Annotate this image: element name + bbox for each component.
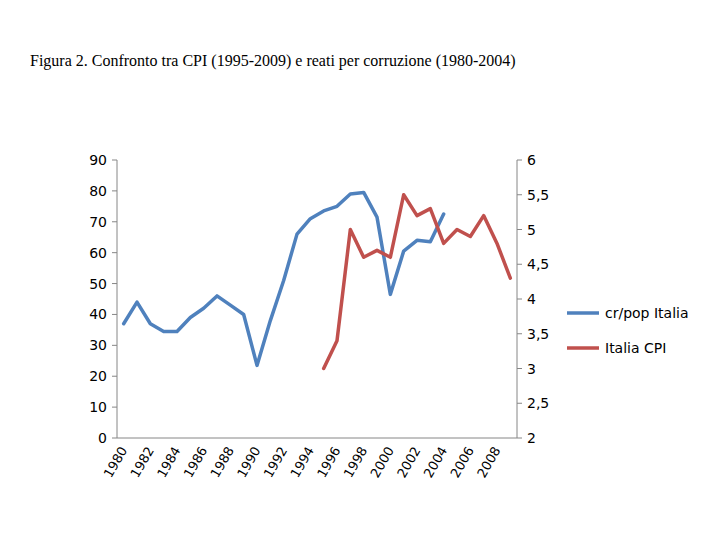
y-tick-label: 0 (98, 430, 107, 446)
y2-tick (517, 438, 522, 439)
y-axis (117, 160, 118, 438)
y2-tick-label: 3,5 (527, 326, 549, 342)
y2-tick-label: 4 (527, 291, 536, 307)
y2-tick-label: 3 (527, 361, 536, 377)
y-tick-label: 40 (89, 306, 107, 322)
y-tick-label: 70 (89, 214, 107, 230)
x-tick-label: 2006 (447, 444, 477, 480)
legend-swatch (567, 311, 599, 315)
y2-tick (517, 299, 522, 300)
x-tick-label: 1984 (154, 444, 184, 480)
x-tick-label: 1982 (127, 444, 157, 480)
y-tick (112, 314, 117, 315)
y2-tick (517, 368, 522, 369)
y-tick-label: 90 (89, 152, 107, 168)
y2-tick (517, 333, 522, 334)
x-tick-label: 1988 (207, 444, 237, 480)
y-tick-label: 80 (89, 183, 107, 199)
y-tick (112, 283, 117, 284)
y-tick-label: 30 (89, 337, 107, 353)
y2-tick (517, 229, 522, 230)
y2-tick-label: 2,5 (527, 395, 549, 411)
legend-swatch (567, 346, 599, 350)
x-tick-label: 1994 (287, 444, 317, 480)
series-line (324, 195, 511, 369)
y2-tick (517, 403, 522, 404)
x-tick-label: 1992 (261, 444, 291, 480)
x-tick-label: 1986 (181, 444, 211, 480)
y-tick-label: 60 (89, 245, 107, 261)
y2-tick-label: 6 (527, 152, 536, 168)
chart: Figura 2. Confronto tra CPI (1995-2009) … (0, 0, 720, 540)
y-tick (112, 190, 117, 191)
x-axis (117, 438, 517, 439)
y2-tick (517, 264, 522, 265)
x-tick-label: 1998 (341, 444, 371, 480)
series-line (124, 192, 444, 365)
y2-tick (517, 160, 522, 161)
y-tick (112, 438, 117, 439)
y-tick (112, 252, 117, 253)
series-group (124, 192, 511, 368)
x-tick-label: 1980 (101, 444, 131, 480)
x-tick-label: 2008 (474, 444, 504, 480)
x-tick-label: 2004 (421, 444, 451, 480)
y2-tick-label: 5,5 (527, 187, 549, 203)
y2-tick-label: 4,5 (527, 256, 549, 272)
legend-label: cr/pop Italia (605, 305, 689, 321)
legend-label: Italia CPI (605, 340, 666, 356)
x-tick-label: 2002 (394, 444, 424, 480)
y-tick (112, 221, 117, 222)
y-tick-label: 10 (89, 399, 107, 415)
y2-tick (517, 194, 522, 195)
x-tick-label: 1996 (314, 444, 344, 480)
y-tick (112, 407, 117, 408)
y2-tick-label: 5 (527, 222, 536, 238)
y-tick-label: 20 (89, 368, 107, 384)
y-tick (112, 160, 117, 161)
y2-tick-label: 2 (527, 430, 536, 446)
y-tick (112, 376, 117, 377)
x-tick-label: 1990 (234, 444, 264, 480)
y-tick-label: 50 (89, 276, 107, 292)
title: Figura 2. Confronto tra CPI (1995-2009) … (30, 52, 516, 70)
y-tick (112, 345, 117, 346)
x-tick-label: 2000 (367, 444, 397, 480)
